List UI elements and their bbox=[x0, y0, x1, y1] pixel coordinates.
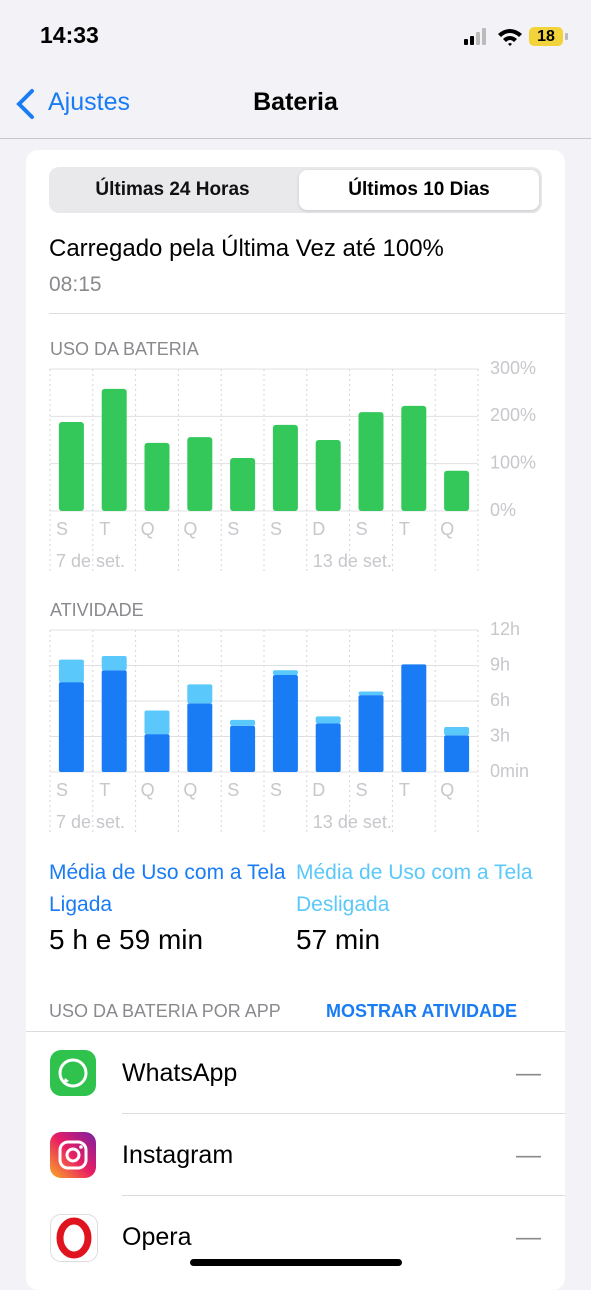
bar bbox=[144, 442, 170, 511]
x-tick-label: Q bbox=[440, 780, 454, 800]
status-icons: 18 bbox=[464, 27, 568, 46]
bar-segment bbox=[272, 674, 298, 772]
y-tick-label: 0min bbox=[490, 761, 529, 781]
y-tick-label: 9h bbox=[490, 654, 510, 674]
x-tick-label: S bbox=[270, 780, 282, 800]
y-tick-label: 6h bbox=[490, 690, 510, 710]
divider bbox=[122, 1113, 565, 1114]
bar-segment bbox=[101, 670, 127, 772]
x-tick-label: T bbox=[99, 519, 110, 539]
x-tick-label: S bbox=[227, 780, 239, 800]
bar bbox=[58, 422, 84, 511]
date-label: 13 de set. bbox=[313, 551, 392, 571]
bar-segment bbox=[358, 691, 384, 696]
date-label: 13 de set. bbox=[313, 812, 392, 832]
x-tick-label: Q bbox=[141, 519, 155, 539]
x-tick-label: S bbox=[270, 519, 282, 539]
x-tick-label: D bbox=[312, 519, 325, 539]
charged-text: Carregado pela Última Vez até 100% bbox=[49, 235, 444, 262]
bar-segment bbox=[144, 710, 170, 735]
bar-segment bbox=[230, 719, 256, 726]
section-title: USO DA BATERIA POR APP bbox=[49, 1001, 281, 1021]
bar-segment bbox=[187, 703, 213, 772]
bar-segment bbox=[230, 725, 256, 772]
x-tick-label: T bbox=[399, 519, 410, 539]
chart-title: ATIVIDADE bbox=[50, 600, 144, 620]
bar-segment bbox=[315, 716, 341, 724]
segment[interactable]: Últimas 24 Horas bbox=[95, 179, 250, 200]
date-label: 7 de set. bbox=[56, 812, 125, 832]
divider bbox=[49, 313, 565, 314]
legend-label: Média de Uso com a Tela Desligada bbox=[296, 861, 533, 916]
x-tick-label: D bbox=[312, 780, 325, 800]
nav-divider bbox=[0, 138, 591, 139]
app-usage: — bbox=[516, 1141, 541, 1169]
show-activity[interactable]: MOSTRAR ATIVIDADE bbox=[326, 1001, 517, 1021]
app-name[interactable]: WhatsApp bbox=[122, 1059, 238, 1087]
divider bbox=[26, 1031, 565, 1032]
bar-segment bbox=[315, 723, 341, 772]
bar-segment bbox=[187, 684, 213, 704]
bar bbox=[358, 412, 384, 511]
bar-segment bbox=[144, 734, 170, 772]
average-value: 57 min bbox=[296, 924, 381, 955]
app-icon bbox=[50, 1050, 96, 1096]
bar bbox=[101, 388, 127, 511]
back-chevron[interactable] bbox=[14, 88, 38, 120]
status-time: 14:33 bbox=[40, 22, 99, 48]
battery-level: 18 bbox=[537, 28, 555, 45]
bar bbox=[272, 424, 298, 511]
bar bbox=[315, 440, 341, 511]
app-name[interactable]: Opera bbox=[122, 1223, 192, 1251]
bar bbox=[230, 457, 256, 511]
segment-selected[interactable]: Últimos 10 Dias bbox=[299, 170, 539, 210]
y-tick-label: 300% bbox=[490, 358, 536, 378]
y-tick-label: 0% bbox=[490, 500, 516, 520]
bar-segment bbox=[58, 659, 84, 683]
x-tick-label: S bbox=[56, 519, 68, 539]
y-tick-label: 200% bbox=[490, 405, 536, 425]
bar-segment bbox=[444, 735, 470, 772]
home-indicator bbox=[190, 1259, 402, 1266]
y-tick-label: 12h bbox=[490, 619, 520, 639]
x-tick-label: Q bbox=[440, 519, 454, 539]
app-usage: — bbox=[516, 1223, 541, 1251]
x-tick-label: Q bbox=[183, 780, 197, 800]
x-tick-label: Q bbox=[141, 780, 155, 800]
app-name[interactable]: Instagram bbox=[122, 1141, 234, 1169]
x-tick-label: Q bbox=[183, 519, 197, 539]
app-icon bbox=[50, 1214, 98, 1262]
bar bbox=[444, 470, 470, 511]
divider bbox=[122, 1195, 565, 1196]
charged-time: 08:15 bbox=[49, 273, 102, 296]
app-usage: — bbox=[516, 1059, 541, 1087]
nav-title: Bateria bbox=[253, 88, 338, 116]
y-tick-label: 3h bbox=[490, 725, 510, 745]
date-label: 7 de set. bbox=[56, 551, 125, 571]
x-tick-label: T bbox=[99, 780, 110, 800]
legend-label: Média de Uso com a Tela Ligada bbox=[49, 861, 286, 916]
x-tick-label: S bbox=[56, 780, 68, 800]
bar-segment bbox=[58, 682, 84, 772]
x-tick-label: S bbox=[356, 519, 368, 539]
app-icon bbox=[50, 1132, 96, 1178]
bar-segment bbox=[358, 695, 384, 772]
chart-title: USO DA BATERIA bbox=[50, 339, 199, 359]
x-tick-label: T bbox=[399, 780, 410, 800]
x-tick-label: S bbox=[356, 780, 368, 800]
bar bbox=[187, 437, 213, 511]
bar-segment bbox=[401, 664, 427, 772]
average-value: 5 h e 59 min bbox=[49, 924, 204, 955]
bar-segment bbox=[272, 670, 298, 675]
x-tick-label: S bbox=[227, 519, 239, 539]
back-button[interactable]: Ajustes bbox=[48, 88, 130, 116]
bar-segment bbox=[101, 656, 127, 671]
y-tick-label: 100% bbox=[490, 452, 536, 472]
bar-segment bbox=[444, 727, 470, 736]
bar bbox=[401, 405, 427, 511]
